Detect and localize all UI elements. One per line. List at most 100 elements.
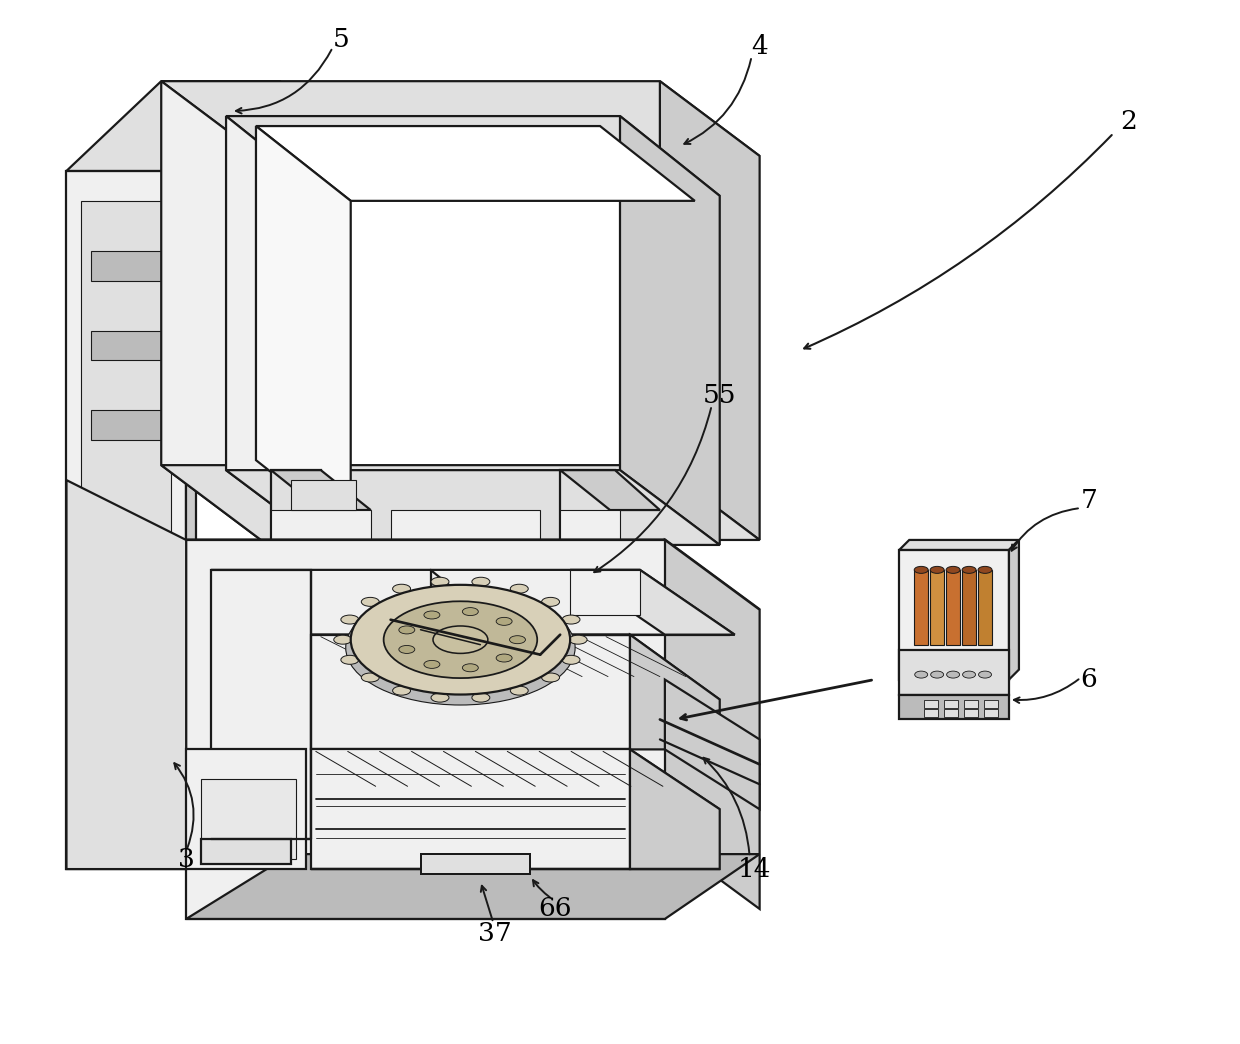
Ellipse shape	[351, 585, 570, 694]
Polygon shape	[201, 779, 296, 859]
Polygon shape	[630, 750, 719, 869]
Polygon shape	[82, 200, 171, 620]
Polygon shape	[311, 635, 719, 699]
Text: 2: 2	[1120, 109, 1137, 134]
Ellipse shape	[946, 671, 960, 679]
Ellipse shape	[463, 664, 479, 671]
Polygon shape	[570, 570, 734, 635]
Polygon shape	[311, 750, 719, 809]
Polygon shape	[311, 750, 630, 869]
Polygon shape	[899, 694, 1009, 719]
Polygon shape	[665, 540, 760, 909]
Ellipse shape	[424, 661, 440, 668]
Ellipse shape	[978, 671, 992, 679]
Ellipse shape	[930, 567, 944, 573]
Polygon shape	[665, 680, 760, 809]
Ellipse shape	[361, 673, 379, 682]
Polygon shape	[924, 699, 939, 708]
Ellipse shape	[399, 645, 415, 654]
Text: 5: 5	[332, 27, 350, 52]
Polygon shape	[985, 710, 998, 717]
Text: 37: 37	[479, 922, 512, 947]
Ellipse shape	[341, 656, 358, 664]
Polygon shape	[924, 710, 939, 717]
Text: 4: 4	[751, 33, 768, 58]
Ellipse shape	[433, 626, 487, 654]
Ellipse shape	[914, 567, 929, 573]
Polygon shape	[161, 466, 760, 540]
Polygon shape	[255, 126, 694, 200]
Ellipse shape	[562, 656, 580, 664]
Polygon shape	[186, 750, 306, 869]
Polygon shape	[186, 171, 196, 869]
Ellipse shape	[931, 671, 944, 679]
Polygon shape	[899, 649, 1009, 694]
Ellipse shape	[463, 608, 479, 616]
Polygon shape	[620, 116, 719, 545]
Ellipse shape	[399, 626, 415, 634]
Polygon shape	[67, 480, 186, 869]
Text: 6: 6	[1080, 667, 1097, 692]
Text: 3: 3	[177, 847, 195, 872]
Ellipse shape	[383, 601, 537, 679]
Ellipse shape	[542, 597, 559, 607]
Polygon shape	[270, 470, 321, 540]
Polygon shape	[82, 649, 171, 839]
Ellipse shape	[393, 686, 410, 695]
Ellipse shape	[542, 673, 559, 682]
Ellipse shape	[472, 577, 490, 587]
Polygon shape	[226, 116, 719, 196]
Ellipse shape	[424, 611, 440, 619]
Ellipse shape	[569, 635, 587, 644]
Polygon shape	[186, 540, 760, 610]
Polygon shape	[560, 470, 615, 540]
Ellipse shape	[393, 585, 410, 593]
Ellipse shape	[432, 577, 449, 587]
Polygon shape	[226, 116, 326, 545]
Ellipse shape	[334, 635, 352, 644]
Polygon shape	[1009, 540, 1019, 680]
Polygon shape	[186, 540, 665, 919]
Polygon shape	[946, 570, 960, 645]
Polygon shape	[255, 126, 351, 535]
Ellipse shape	[915, 671, 928, 679]
Polygon shape	[92, 410, 161, 441]
Polygon shape	[311, 635, 630, 750]
Polygon shape	[270, 470, 371, 511]
Polygon shape	[962, 570, 976, 645]
Polygon shape	[899, 540, 1019, 550]
Polygon shape	[186, 854, 760, 919]
Text: 14: 14	[738, 856, 771, 881]
Polygon shape	[660, 81, 760, 540]
Polygon shape	[899, 550, 1009, 680]
Polygon shape	[944, 710, 959, 717]
Text: 7: 7	[1080, 488, 1097, 513]
Polygon shape	[161, 81, 760, 156]
Polygon shape	[201, 839, 291, 864]
Polygon shape	[630, 635, 719, 750]
Ellipse shape	[962, 567, 976, 573]
Polygon shape	[67, 171, 186, 869]
Ellipse shape	[946, 567, 960, 573]
Ellipse shape	[472, 693, 490, 703]
Polygon shape	[914, 570, 929, 645]
Polygon shape	[930, 570, 944, 645]
Polygon shape	[963, 699, 978, 708]
Text: 55: 55	[703, 383, 737, 408]
Ellipse shape	[361, 597, 379, 607]
Ellipse shape	[432, 693, 449, 703]
Polygon shape	[985, 699, 998, 708]
Ellipse shape	[978, 567, 992, 573]
Polygon shape	[270, 511, 371, 540]
Ellipse shape	[511, 585, 528, 593]
Polygon shape	[560, 511, 620, 540]
Polygon shape	[67, 81, 281, 171]
Polygon shape	[211, 570, 734, 635]
Polygon shape	[420, 854, 531, 874]
Ellipse shape	[496, 617, 512, 625]
Polygon shape	[161, 81, 260, 540]
Polygon shape	[226, 470, 719, 545]
Text: 66: 66	[538, 897, 572, 922]
Polygon shape	[944, 699, 959, 708]
Polygon shape	[560, 470, 660, 511]
